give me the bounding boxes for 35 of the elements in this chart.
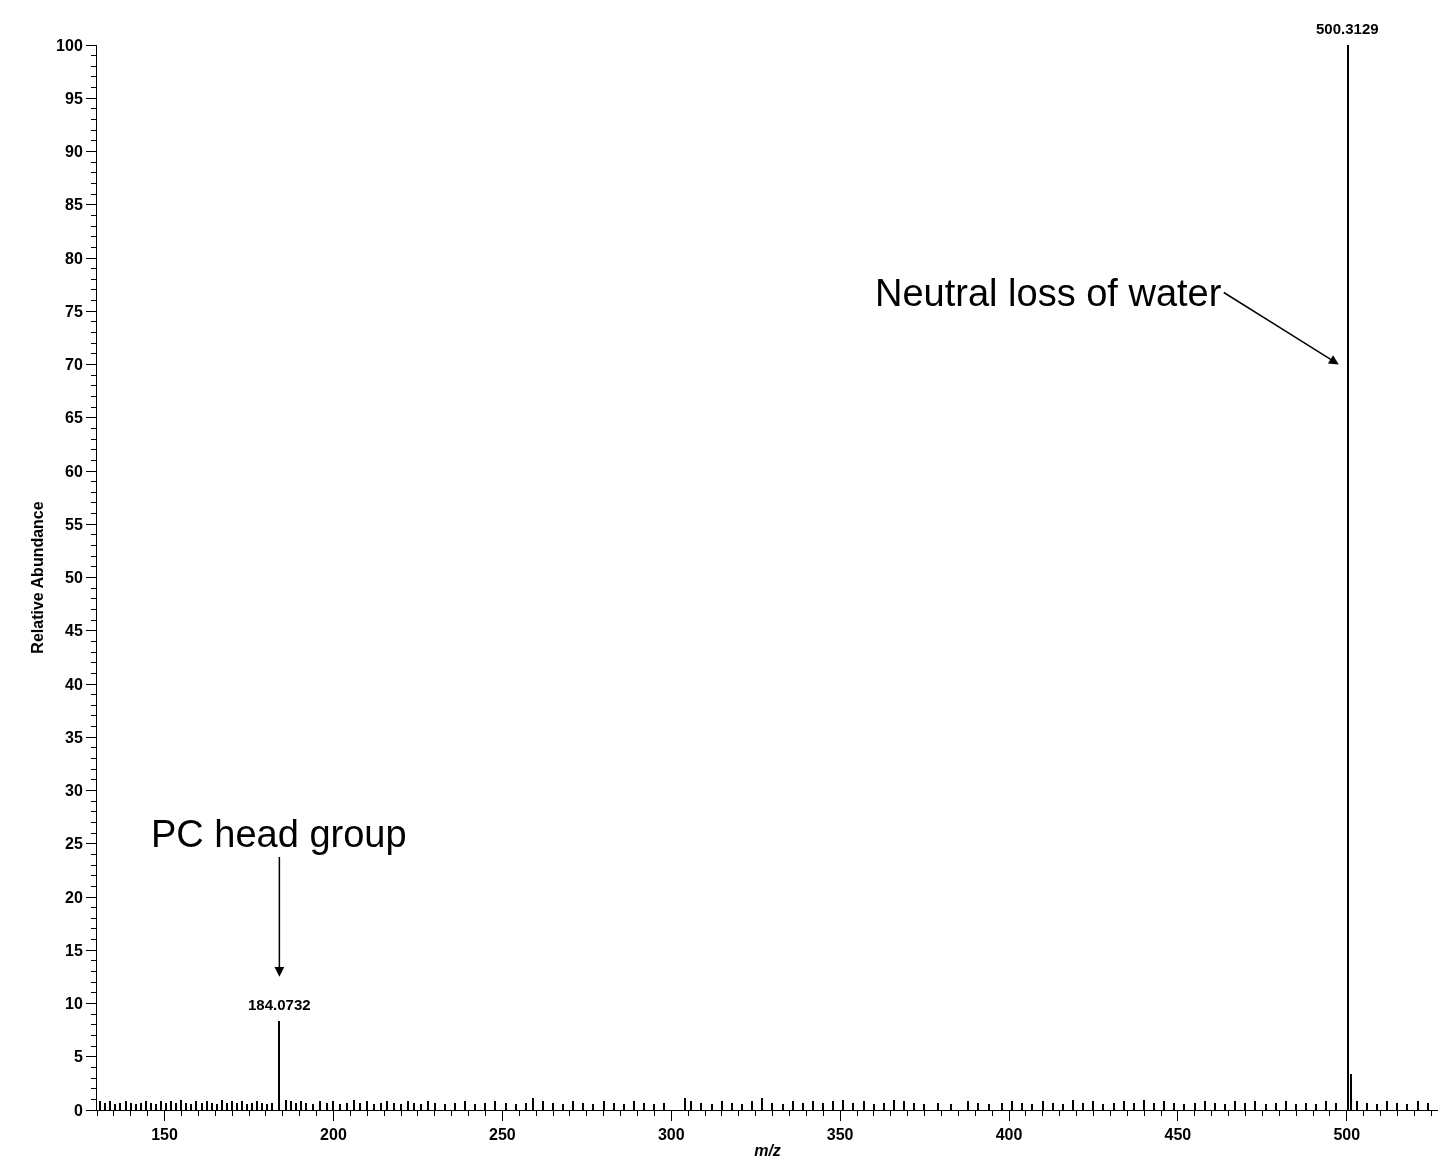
y-tick-label: 80 [65,249,83,267]
x-tick-label: 450 [1164,1126,1192,1144]
annotation: Neutral loss of water [875,272,1222,314]
y-tick-label: 25 [65,835,83,853]
y-tick-label: 20 [65,888,83,906]
x-tick-label: 250 [488,1126,516,1144]
y-tick-label: 40 [65,675,83,693]
y-tick-label: 60 [65,462,83,480]
y-tick-label: 65 [65,409,83,427]
y-tick-label: 70 [65,356,83,374]
y-tick-label: 35 [65,728,83,746]
annotation: 500.3129 [1316,20,1379,37]
x-tick-label: 150 [151,1126,179,1144]
x-tick-label: 200 [320,1126,347,1144]
y-tick-label: 95 [65,89,83,107]
y-tick-label: 10 [65,995,83,1013]
y-tick-label: 15 [65,941,83,959]
y-axis-title: Relative Abundance [29,501,46,654]
annotation: PC head group [151,813,407,855]
y-tick-label: 5 [73,1048,83,1066]
y-tick-label: 75 [65,302,83,320]
y-tick-label: 85 [65,196,83,214]
y-tick-label: 30 [65,782,83,800]
y-tick-label: 45 [65,622,83,640]
x-tick-label: 500 [1333,1126,1361,1144]
x-tick-label: 350 [826,1126,854,1144]
annotation: 184.0732 [248,996,311,1013]
y-tick-label: 55 [65,515,83,533]
x-axis-title: m/z [754,1141,781,1159]
x-tick-label: 400 [995,1126,1023,1144]
y-tick-label: 100 [56,36,83,54]
y-tick-label: 0 [73,1101,83,1119]
y-tick-label: 50 [65,569,83,587]
y-tick-label: 90 [65,143,83,161]
x-tick-label: 300 [657,1126,685,1144]
